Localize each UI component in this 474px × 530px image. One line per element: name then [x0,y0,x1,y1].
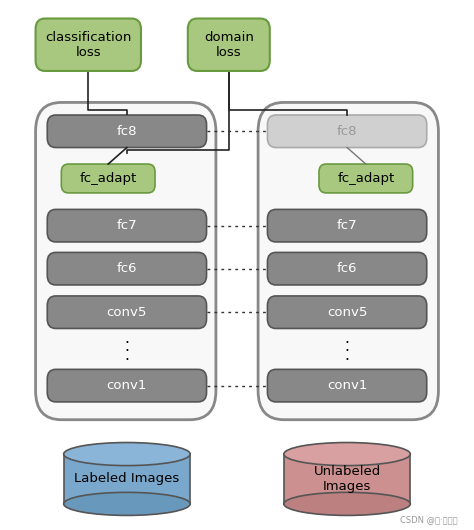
FancyBboxPatch shape [258,102,438,420]
Text: ·: · [125,344,129,359]
FancyBboxPatch shape [267,252,427,285]
Ellipse shape [284,443,410,465]
FancyBboxPatch shape [47,209,207,242]
FancyBboxPatch shape [267,369,427,402]
Text: Labeled Images: Labeled Images [74,472,180,485]
Text: classification
loss: classification loss [45,31,131,59]
Text: conv1: conv1 [107,379,147,392]
Text: ·: · [345,336,349,351]
FancyBboxPatch shape [267,115,427,147]
FancyBboxPatch shape [36,19,141,71]
Ellipse shape [64,492,190,515]
FancyBboxPatch shape [47,369,207,402]
Text: conv1: conv1 [327,379,367,392]
Text: fc6: fc6 [117,262,137,275]
FancyBboxPatch shape [61,164,155,193]
Text: ·: · [125,353,129,368]
FancyBboxPatch shape [47,252,207,285]
Text: fc8: fc8 [337,125,357,138]
Text: CSDN @沃·夏澈德: CSDN @沃·夏澈德 [400,516,457,525]
Text: fc7: fc7 [337,219,357,232]
Ellipse shape [64,443,190,465]
Text: fc_adapt: fc_adapt [80,172,137,185]
Text: conv5: conv5 [107,306,147,319]
FancyBboxPatch shape [267,296,427,329]
FancyBboxPatch shape [47,115,207,147]
Text: fc_adapt: fc_adapt [337,172,394,185]
FancyBboxPatch shape [319,164,413,193]
Text: conv5: conv5 [327,306,367,319]
Text: fc6: fc6 [337,262,357,275]
Text: Unlabeled
Images: Unlabeled Images [313,465,381,493]
FancyBboxPatch shape [47,296,207,329]
Text: fc7: fc7 [117,219,137,232]
FancyBboxPatch shape [36,102,216,420]
Text: ·: · [345,353,349,368]
Text: ·: · [125,336,129,351]
Text: fc8: fc8 [117,125,137,138]
Ellipse shape [284,492,410,515]
Text: domain
loss: domain loss [204,31,254,59]
Bar [284,454,410,504]
FancyBboxPatch shape [188,19,270,71]
Bar [64,454,190,504]
Text: ·: · [345,344,349,359]
FancyBboxPatch shape [267,209,427,242]
